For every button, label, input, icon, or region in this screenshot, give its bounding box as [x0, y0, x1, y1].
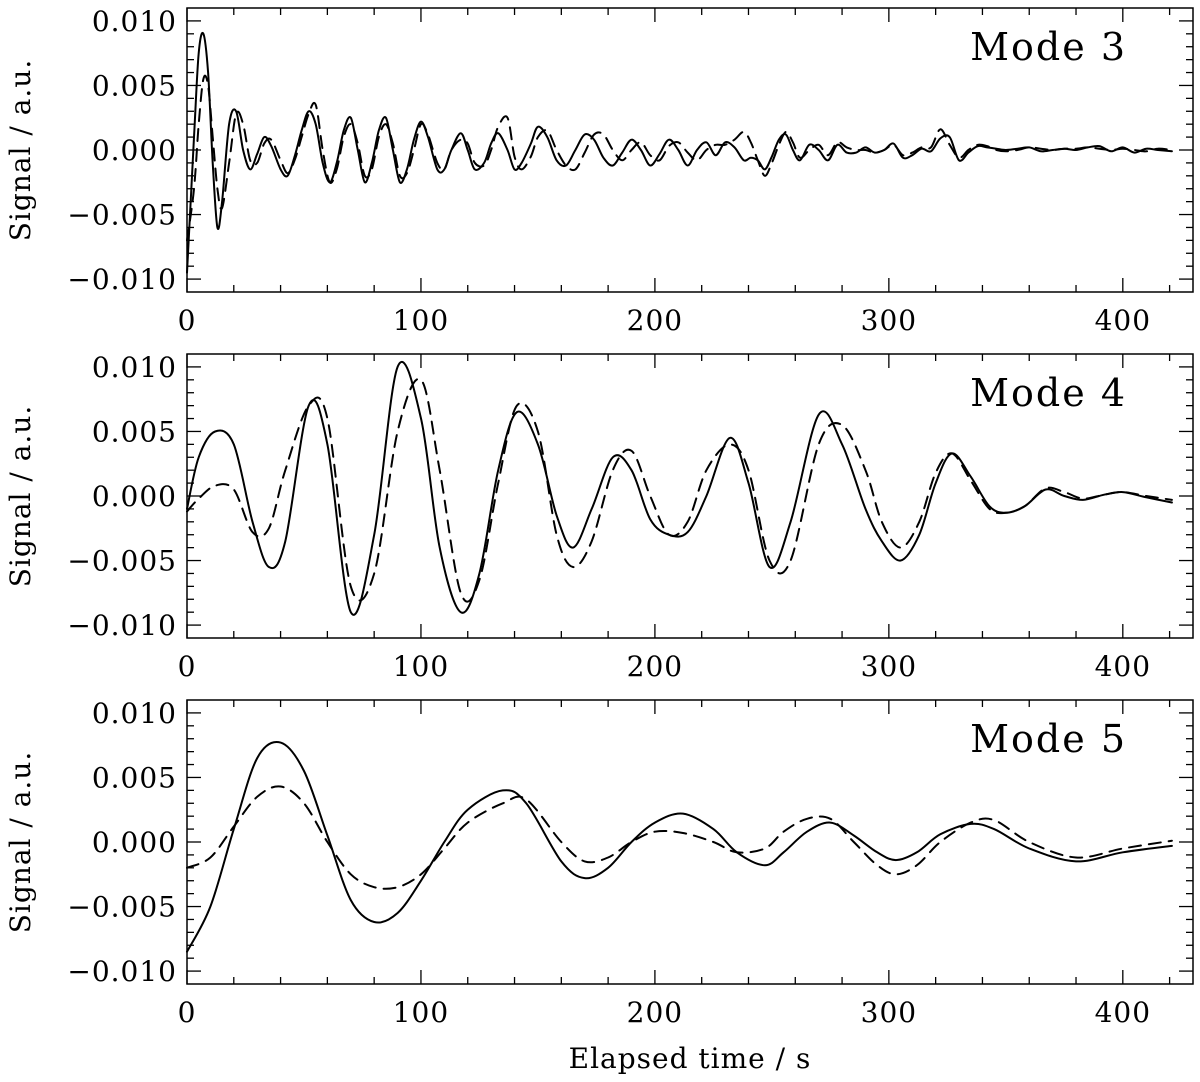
y-axis-label: Signal / a.u. [4, 405, 37, 588]
panels: 0 100 200 300 400 0.010 0.005 0.000 −0.005 −0.010… [4, 5, 1194, 1075]
panel-3: 0 100 200 300 400 0.010 0.005 0.000 −0.005 −0.010… [4, 697, 1194, 1075]
y-tick-label: −0.010 [67, 263, 177, 296]
x-tick-label: 100 [393, 996, 449, 1029]
x-tick-label: 0 [178, 996, 197, 1029]
x-tick-label: 200 [627, 304, 683, 337]
series-line-dashed [186, 74, 1173, 242]
y-axis-label: Signal / a.u. [4, 751, 37, 934]
x-tick-label: 100 [393, 304, 449, 337]
y-tick-label: 0.000 [92, 480, 177, 513]
x-tick-label: 300 [861, 304, 917, 337]
series-line-dashed [186, 377, 1173, 603]
y-tick-label: −0.005 [67, 891, 177, 924]
y-tick-label: 0.005 [92, 415, 177, 448]
y-tick-label: −0.010 [67, 955, 177, 988]
x-tick-label: 100 [393, 650, 449, 683]
series-line-dashed [186, 785, 1173, 890]
y-tick-label: 0.005 [92, 761, 177, 794]
mode-label: Mode 4 [970, 371, 1127, 415]
series-line-solid [186, 360, 1173, 616]
x-tick-label: 200 [627, 650, 683, 683]
x-tick-label: 400 [1095, 304, 1151, 337]
x-tick-label: 400 [1095, 650, 1151, 683]
y-tick-label: 0.010 [92, 5, 177, 38]
series-line-solid [186, 741, 1173, 953]
x-axis-label: Elapsed time / s [569, 1042, 812, 1075]
panel-2: 0 100 200 300 400 0.010 0.005 0.000 −0.005 −0.010… [4, 351, 1194, 683]
y-tick-label: −0.010 [67, 609, 177, 642]
mode-label: Mode 3 [970, 25, 1127, 69]
y-axis-label: Signal / a.u. [4, 59, 37, 242]
x-tick-label: 200 [627, 996, 683, 1029]
y-tick-label: 0.000 [92, 134, 177, 167]
x-tick-label: 0 [178, 650, 197, 683]
y-tick-label: −0.005 [67, 545, 177, 578]
panel-1: 0 100 200 300 400 0.010 0.005 0.000 −0.005 −0.010… [4, 5, 1194, 337]
y-tick-label: −0.005 [67, 199, 177, 232]
x-tick-label: 300 [861, 650, 917, 683]
x-tick-label: 400 [1095, 996, 1151, 1029]
y-tick-label: 0.010 [92, 697, 177, 730]
x-tick-label: 300 [861, 996, 917, 1029]
mode-label: Mode 5 [970, 717, 1127, 761]
series-line-solid [186, 32, 1173, 274]
y-tick-label: 0.005 [92, 69, 177, 102]
y-tick-label: 0.000 [92, 826, 177, 859]
y-tick-label: 0.010 [92, 351, 177, 384]
x-tick-label: 0 [178, 304, 197, 337]
